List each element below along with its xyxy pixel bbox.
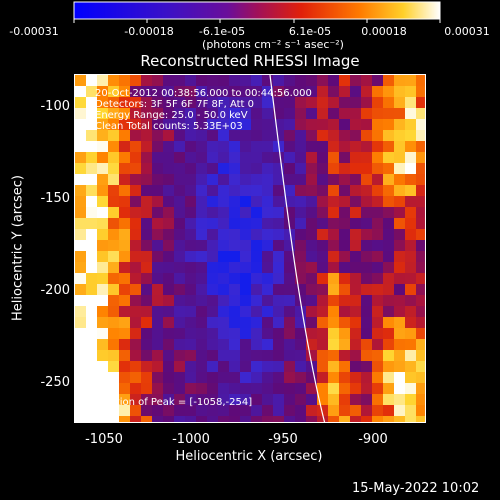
colorbar	[73, 1, 441, 23]
colorbar-units: (photons cm⁻² s⁻¹ asec⁻²)	[202, 38, 344, 51]
colorbar-tick-label: -6.1e-05	[198, 25, 246, 38]
colorbar-tick-label: 0.00031	[444, 25, 490, 38]
x-tick-label: -950	[268, 432, 298, 447]
y-tick-label: -100	[40, 99, 70, 114]
energy-range-text: Energy Range: 25.0 - 50.0 keV	[95, 110, 248, 121]
timestamp: 15-May-2022 10:02	[352, 481, 480, 496]
clean-counts-text: Clean Total counts: 5.33E+03	[95, 121, 243, 132]
intensity-map	[75, 75, 425, 422]
x-axis-label: Heliocentric X (arcsec)	[175, 449, 323, 464]
colorbar-tick-label: -0.00031	[9, 25, 59, 38]
x-tick-label: -1050	[85, 432, 123, 447]
colorbar-tick-label: 0.00018	[361, 25, 407, 38]
y-axis-label: Heliocentric Y (arcsec)	[10, 175, 26, 321]
time-range-text: 20-Oct-2012 00:38:56.000 to 00:44:56.000	[95, 88, 312, 99]
x-tick-label: -900	[358, 432, 388, 447]
map-pixels	[75, 75, 425, 422]
detectors-text: Detectors: 3F 5F 6F 7F 8F, Att 0	[95, 99, 255, 110]
x-tick-label: -1000	[172, 432, 210, 447]
peak-position-text: Position of Peak = [-1058,-254]	[96, 397, 253, 408]
image-map[interactable]: 20-Oct-2012 00:38:56.000 to 00:44:56.000…	[74, 74, 426, 423]
colorbar-tick-label: -0.00018	[124, 25, 174, 38]
plot-title: Reconstructed RHESSI Image	[140, 52, 360, 70]
colorbar-tick-label: 6.1e-05	[288, 25, 332, 38]
y-tick-label: -150	[40, 191, 70, 206]
y-tick-label: -250	[40, 375, 70, 390]
solar-limb-line	[269, 75, 326, 422]
y-tick-label: -200	[40, 283, 70, 298]
